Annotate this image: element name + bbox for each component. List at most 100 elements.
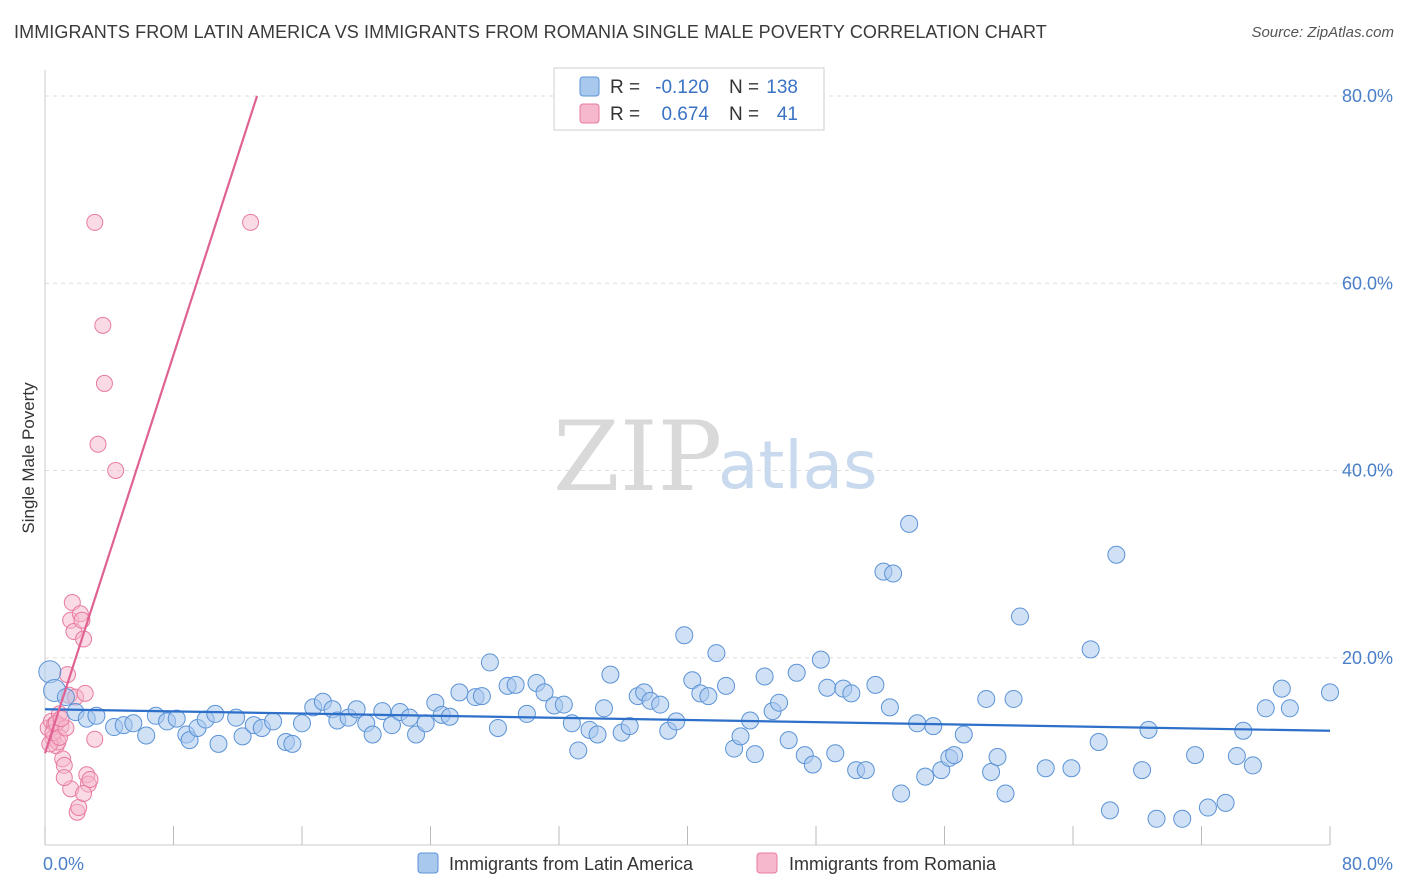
latin-america-point-88 — [818, 678, 837, 697]
romania-point-34 — [86, 213, 104, 231]
romania-point-35 — [94, 316, 112, 334]
latin-america-point-105 — [945, 746, 964, 765]
latin-america-point-101 — [916, 767, 935, 786]
axes — [44, 70, 1331, 846]
bottom-legend-label-romania: Immigrants from Romania — [789, 854, 997, 874]
legend-swatch-pink — [579, 103, 600, 124]
latin-america-point-20 — [233, 727, 252, 746]
latin-america-point-123 — [1186, 746, 1205, 765]
latin-america-point-132 — [1321, 683, 1339, 702]
legend-n-label-1: N = — [729, 77, 759, 98]
latin-america-point-18 — [209, 734, 228, 753]
latin-america-point-79 — [745, 745, 764, 764]
legend-swatch-blue — [579, 76, 600, 97]
latin-america-point-36 — [382, 716, 401, 735]
latin-america-point-87 — [811, 650, 830, 669]
latin-america-point-59 — [588, 725, 607, 744]
latin-america-point-44 — [450, 683, 469, 702]
latin-america-point-70 — [675, 626, 694, 645]
bottom-legend-label-latin-america: Immigrants from Latin America — [449, 854, 694, 874]
latin-america-point-40 — [416, 714, 435, 733]
latin-america-point-57 — [569, 741, 588, 760]
latin-america-point-34 — [363, 725, 382, 744]
legend-n-value-2: 41 — [777, 104, 798, 125]
latin-america-point-73 — [699, 687, 718, 706]
romania-point-33 — [55, 769, 73, 787]
latin-america-point-8 — [124, 714, 143, 733]
latin-america-point-61 — [601, 665, 620, 684]
romania-point-39 — [242, 213, 260, 231]
legend-r-label-1: R = — [610, 77, 640, 98]
latin-america-point-96 — [884, 564, 903, 583]
latin-america-point-69 — [667, 712, 686, 731]
latin-america-point-108 — [982, 762, 1001, 781]
latin-america-point-25 — [283, 734, 302, 753]
latin-america-point-119 — [1133, 761, 1152, 780]
latin-america-point-86 — [803, 755, 822, 774]
latin-america-point-124 — [1198, 798, 1217, 817]
latin-america-point-122 — [1173, 809, 1192, 828]
latin-america-point-53 — [535, 683, 554, 702]
x-tick-labels: 0.0% 80.0% — [43, 854, 1393, 874]
latin-america-point-107 — [977, 689, 996, 708]
y-tick-label-1: 40.0% — [1342, 461, 1393, 481]
romania-point-30 — [86, 730, 104, 748]
latin-america-point-17 — [206, 704, 225, 723]
legend-r-label-2: R = — [610, 104, 640, 125]
latin-america-point-116 — [1089, 733, 1108, 752]
latin-america-point-99 — [900, 514, 919, 533]
latin-america-trendline — [44, 708, 1331, 732]
y-tick-label-0: 20.0% — [1342, 648, 1393, 668]
legend-r-value-1: -0.120 — [655, 77, 709, 98]
latin-america-point-127 — [1234, 721, 1253, 740]
bottom-legend-swatch-pink — [756, 852, 778, 874]
latin-america-point-48 — [480, 653, 499, 672]
legend-r-value-2: 0.674 — [661, 104, 709, 125]
watermark-atlas: atlas — [718, 427, 878, 504]
latin-america-point-93 — [856, 761, 875, 780]
latin-america-points — [38, 514, 1339, 828]
romania-point-38 — [107, 462, 125, 479]
latin-america-point-77 — [731, 727, 750, 746]
latin-america-point-47 — [488, 718, 507, 737]
romania-point-29 — [81, 770, 99, 788]
bottom-legend-swatch-blue — [417, 852, 439, 874]
latin-america-point-23 — [264, 712, 283, 731]
latin-america-point-115 — [1081, 640, 1100, 659]
latin-america-point-112 — [1010, 607, 1029, 626]
latin-america-point-46 — [472, 687, 491, 706]
latin-america-point-71 — [683, 671, 702, 690]
x-tick-label-0: 0.0% — [43, 854, 84, 874]
legend-box: R = -0.120 N = 138 R = 0.674 N = 41 — [553, 67, 825, 131]
latin-america-point-9 — [137, 726, 156, 745]
latin-america-point-74 — [707, 644, 726, 663]
latin-america-point-97 — [880, 698, 899, 717]
latin-america-point-83 — [779, 731, 798, 750]
latin-america-point-82 — [770, 693, 789, 712]
latin-america-point-102 — [924, 717, 943, 736]
latin-america-point-98 — [892, 784, 911, 803]
x-tick-label-1: 80.0% — [1342, 854, 1393, 874]
legend-n-label-2: N = — [729, 104, 759, 125]
chart-source: Source: ZipAtlas.com — [1251, 24, 1394, 41]
grid — [45, 95, 1392, 659]
latin-america-point-94 — [866, 675, 885, 694]
latin-america-point-26 — [293, 714, 311, 733]
legend-n-value-1: 138 — [766, 77, 798, 98]
latin-america-point-113 — [1036, 759, 1055, 778]
latin-america-point-84 — [787, 663, 806, 682]
y-tick-label-3: 80.0% — [1342, 86, 1393, 106]
latin-america-point-114 — [1062, 759, 1081, 778]
latin-america-point-91 — [842, 684, 861, 703]
romania-point-32 — [75, 785, 93, 803]
latin-america-point-128 — [1243, 756, 1262, 775]
bottom-legend: Immigrants from Latin America Immigrants… — [417, 852, 997, 874]
y-tick-labels: 20.0% 40.0% 60.0% 80.0% — [1342, 86, 1393, 668]
chart-title: IMMIGRANTS FROM LATIN AMERICA VS IMMIGRA… — [14, 22, 1047, 42]
latin-america-point-109 — [988, 747, 1007, 766]
latin-america-point-75 — [717, 676, 736, 695]
latin-america-point-110 — [996, 784, 1015, 803]
latin-america-point-50 — [506, 675, 525, 694]
latin-america-point-63 — [620, 717, 639, 736]
latin-america-point-80 — [755, 667, 774, 686]
